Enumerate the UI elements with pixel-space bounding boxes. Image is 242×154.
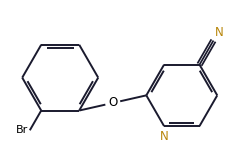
Text: O: O <box>108 96 117 109</box>
Text: N: N <box>215 26 223 39</box>
Text: Br: Br <box>16 125 29 135</box>
Text: N: N <box>160 130 168 143</box>
